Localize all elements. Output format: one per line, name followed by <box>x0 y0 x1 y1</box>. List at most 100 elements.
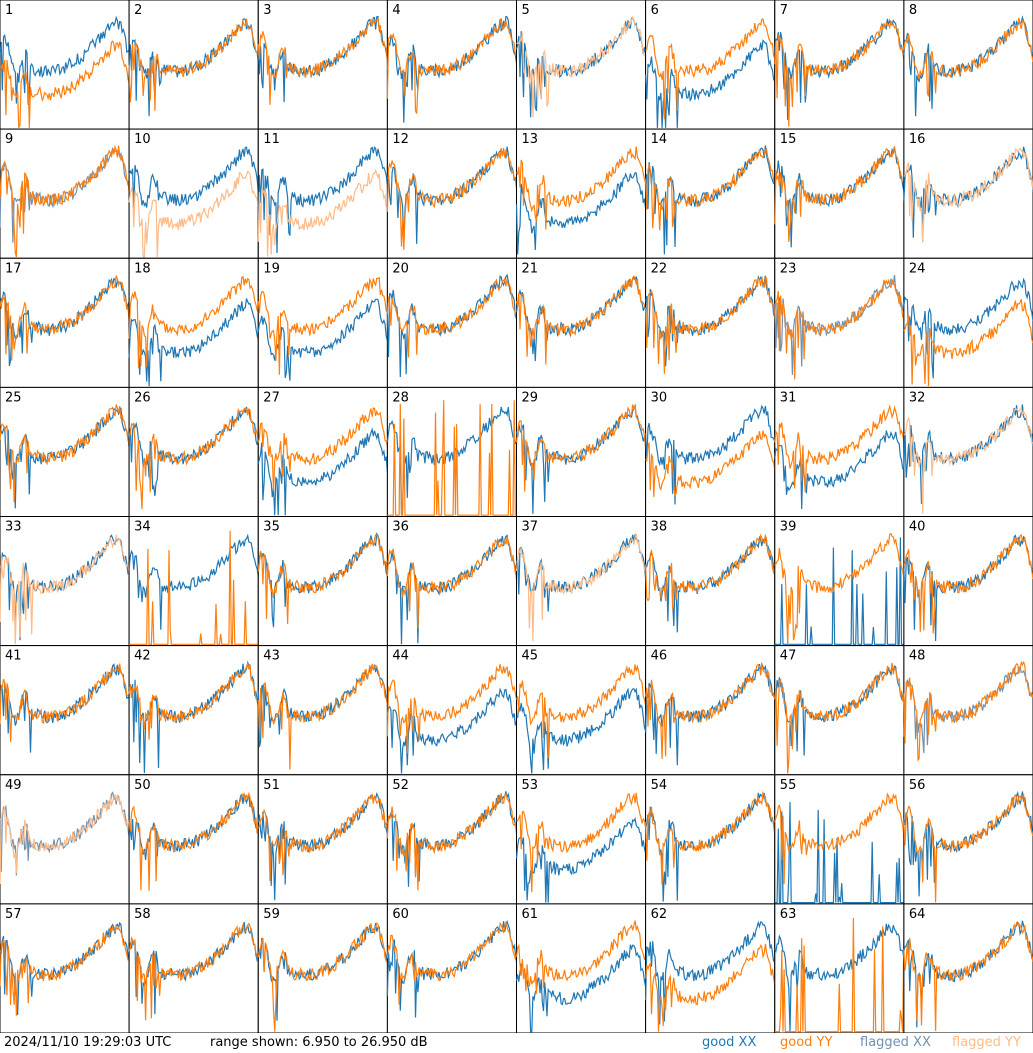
legend-good-xx: good XX <box>702 1035 757 1050</box>
series-yy <box>0 925 130 1016</box>
panel-60: 60 <box>386 903 518 1033</box>
panel-38: 38 <box>645 516 776 647</box>
series-yy <box>645 943 776 1032</box>
panel-number: 41 <box>5 649 22 664</box>
series-yy <box>515 275 647 365</box>
panel-33: 33 <box>0 516 130 647</box>
panel-11: 11 <box>257 128 388 259</box>
series-yy <box>128 791 259 891</box>
series-yy <box>128 18 259 111</box>
series-yy <box>774 278 905 380</box>
panel-number: 25 <box>5 390 22 405</box>
panel-63: 63 <box>774 903 905 1033</box>
series-yy <box>903 407 1033 514</box>
panel-40: 40 <box>903 516 1033 647</box>
series-yy <box>386 277 518 358</box>
series-yy <box>257 168 388 257</box>
panel-number: 33 <box>5 520 22 535</box>
series-yy <box>257 663 388 770</box>
series-xx <box>645 404 776 505</box>
panel-frame <box>774 386 905 517</box>
series-xx <box>645 792 776 902</box>
panel-22: 22 <box>645 257 776 388</box>
panel-frame <box>516 903 647 1033</box>
series-xx <box>386 15 518 123</box>
panel-number: 35 <box>263 520 280 535</box>
panel-37: 37 <box>515 516 647 647</box>
series-yy <box>516 146 647 230</box>
panel-64: 64 <box>903 903 1033 1033</box>
series-xx <box>386 406 518 516</box>
panel-27: 27 <box>257 386 388 517</box>
panel-number: 7 <box>780 3 788 18</box>
series-yy <box>257 793 388 882</box>
panel-24: 24 <box>903 257 1033 388</box>
panel-14: 14 <box>645 128 776 259</box>
series-yy <box>516 15 646 118</box>
panel-number: 24 <box>909 261 926 276</box>
panel-1: 1 <box>0 0 130 130</box>
panel-number: 32 <box>909 390 926 405</box>
panel-number: 57 <box>5 907 22 922</box>
series-xx <box>128 533 259 630</box>
series-xx <box>645 535 776 633</box>
panel-50: 50 <box>128 774 259 905</box>
panel-number: 15 <box>780 132 797 147</box>
series-yy <box>903 660 1033 762</box>
panel-frame <box>0 645 130 776</box>
panel-number: 14 <box>651 132 668 147</box>
series-yy <box>774 532 905 645</box>
panel-number: 13 <box>522 132 539 147</box>
panel-number: 37 <box>522 520 539 535</box>
series-yy <box>257 533 388 625</box>
panel-number: 18 <box>134 261 151 276</box>
series-yy <box>903 921 1033 1031</box>
panel-34: 34 <box>128 516 259 647</box>
panel-58: 58 <box>128 903 259 1033</box>
series-yy <box>903 793 1033 903</box>
panel-number: 40 <box>909 520 926 535</box>
panel-number: 3 <box>263 3 271 18</box>
panel-number: 21 <box>522 261 539 276</box>
panel-2: 2 <box>128 0 259 130</box>
series-yy <box>903 299 1033 387</box>
panel-frame <box>386 903 517 1033</box>
panel-55: 55 <box>774 774 905 905</box>
series-yy <box>0 793 130 885</box>
panel-19: 19 <box>257 257 388 388</box>
panel-number: 56 <box>909 778 926 793</box>
series-xx <box>645 39 776 128</box>
panel-43: 43 <box>257 645 388 776</box>
panel-48: 48 <box>903 645 1033 776</box>
panel-35: 35 <box>257 516 388 647</box>
panel-13: 13 <box>515 128 647 259</box>
panel-frame <box>128 128 259 259</box>
series-xx <box>645 920 776 1025</box>
panel-frame <box>128 257 259 388</box>
panel-number: 34 <box>134 520 151 535</box>
panel-number: 2 <box>134 3 142 18</box>
series-xx <box>0 15 130 105</box>
panel-62: 62 <box>645 903 776 1033</box>
panel-23: 23 <box>774 257 905 388</box>
series-yy <box>774 404 905 493</box>
panel-number: 12 <box>392 132 409 147</box>
series-yy <box>128 661 259 740</box>
panel-29: 29 <box>515 386 647 517</box>
panel-number: 62 <box>651 907 668 922</box>
panel-10: 10 <box>128 128 259 259</box>
panel-frame <box>774 774 905 905</box>
panel-frame <box>257 516 388 647</box>
series-yy <box>645 276 776 374</box>
panel-frame <box>903 774 1033 905</box>
panel-number: 28 <box>392 390 409 405</box>
panel-7: 7 <box>774 0 905 130</box>
panel-12: 12 <box>386 128 518 259</box>
series-yy <box>386 147 518 250</box>
series-xx <box>128 298 259 387</box>
panel-number: 61 <box>522 907 539 922</box>
series-xx <box>515 944 647 1033</box>
panel-frame <box>903 645 1033 776</box>
panel-number: 45 <box>522 649 539 664</box>
